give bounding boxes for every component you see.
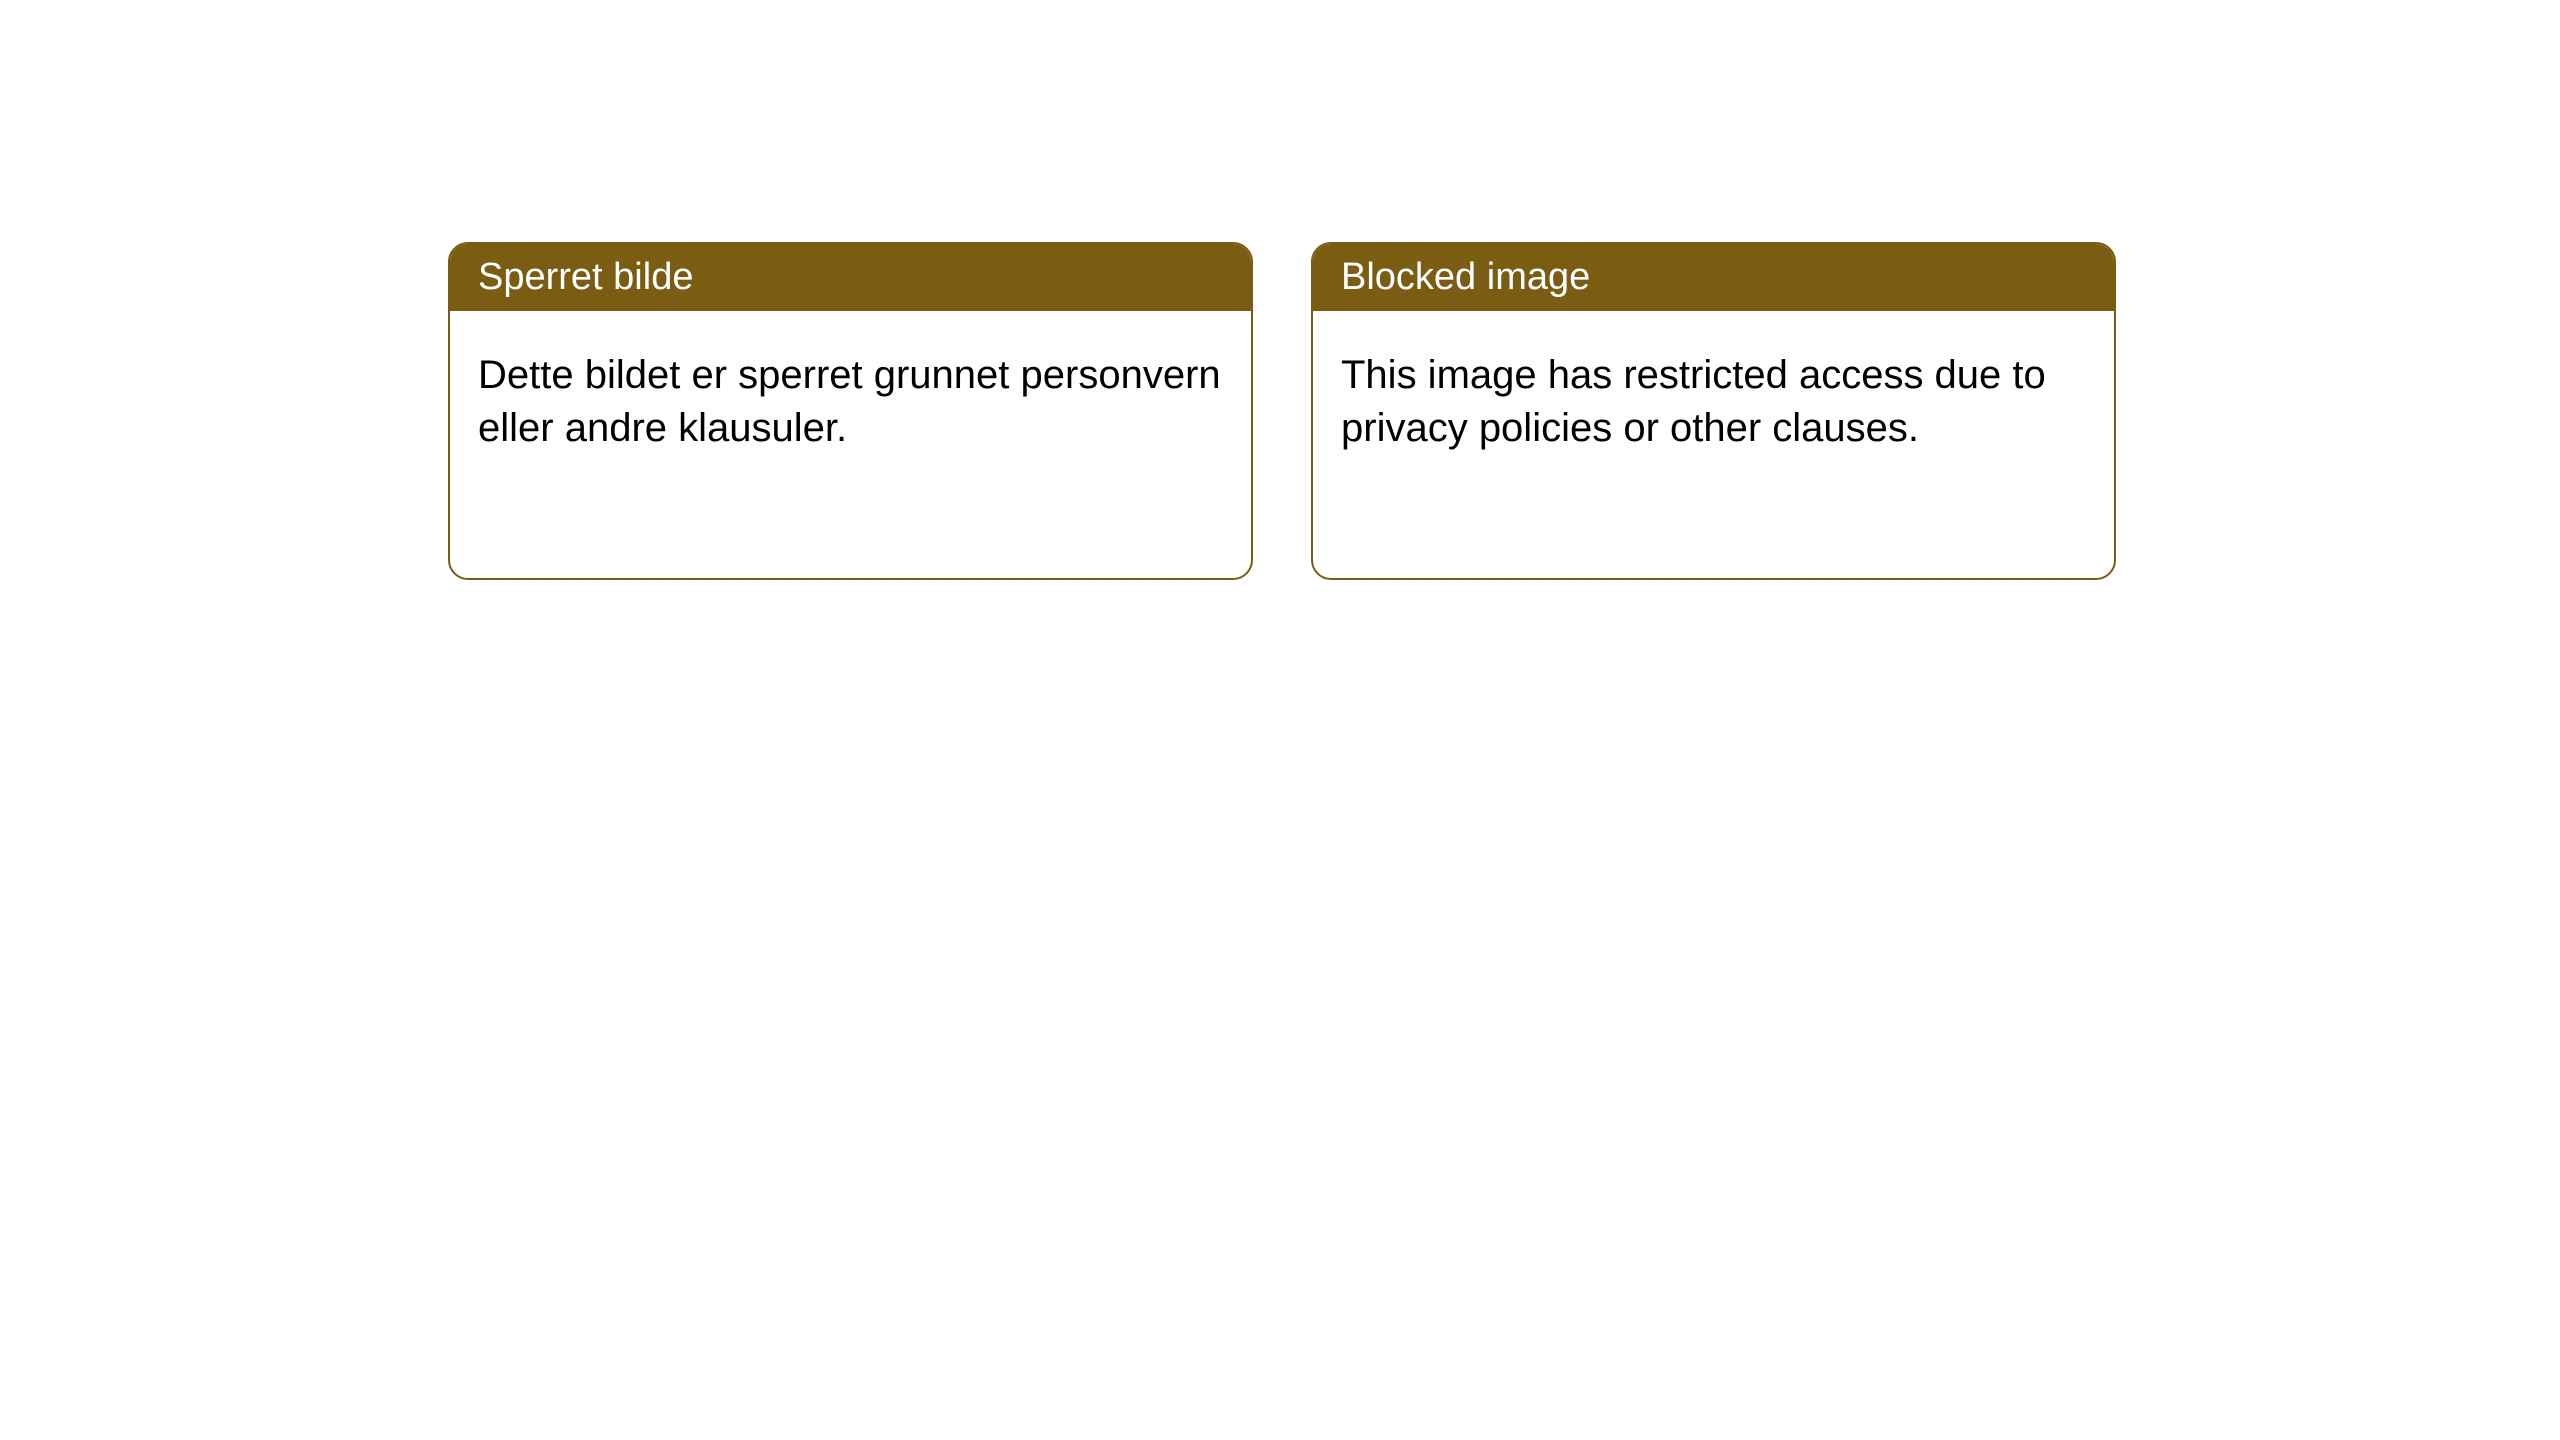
notice-title-norwegian: Sperret bilde <box>450 244 1251 311</box>
notice-card-norwegian: Sperret bilde Dette bildet er sperret gr… <box>448 242 1253 580</box>
notice-body-english: This image has restricted access due to … <box>1313 311 2114 493</box>
notice-card-english: Blocked image This image has restricted … <box>1311 242 2116 580</box>
notice-body-norwegian: Dette bildet er sperret grunnet personve… <box>450 311 1251 493</box>
notice-container: Sperret bilde Dette bildet er sperret gr… <box>448 242 2116 580</box>
notice-title-english: Blocked image <box>1313 244 2114 311</box>
